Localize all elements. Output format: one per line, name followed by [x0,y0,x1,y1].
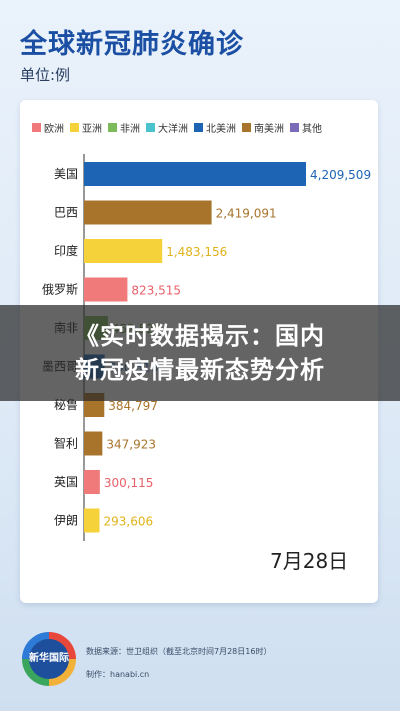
legend-item: 大洋洲 [146,120,188,135]
legend-label: 大洋洲 [158,124,188,135]
category-label: 巴西 [54,206,78,220]
logo-text: 新华国际 [29,639,69,679]
legend-label: 亚洲 [82,124,102,135]
legend-swatch [290,123,299,132]
bar-3 [84,277,128,302]
legend-item: 亚洲 [70,120,102,135]
category-label: 秘鲁 [54,398,78,412]
made-by: 制作：hanabi.cn [86,670,150,679]
headline-line-1: 《实时数据揭示：国内 [75,322,325,350]
category-label: 英国 [54,475,78,489]
bar-8 [84,470,100,494]
unit-label: 单位:例 [20,66,71,84]
legend-label: 南美洲 [254,124,284,135]
category-label: 美国 [54,167,78,181]
value-label: 823,515 [131,284,181,298]
category-label: 智利 [54,436,78,451]
legend-item: 欧洲 [32,120,64,135]
category-label: 俄罗斯 [42,283,78,297]
category-label: 印度 [54,243,78,258]
bar-1 [84,200,212,225]
bar-9 [84,508,100,533]
legend-swatch [70,123,79,132]
legend-item: 非洲 [108,120,140,135]
legend-label: 北美洲 [206,124,236,135]
page-title: 全球新冠肺炎确诊 [20,29,244,60]
legend-label: 欧洲 [44,124,64,135]
bar-7 [84,431,103,456]
legend-swatch [242,123,251,132]
legend-swatch [108,123,117,132]
legend-item: 南美洲 [242,120,284,135]
legend-item: 北美洲 [194,120,236,135]
xinhua-logo: 新华国际 [22,632,76,686]
data-source: 数据来源：世卫组织（截至北京时间7月28日16时） [86,647,272,656]
headline-line-2: 新冠疫情最新态势分析 [75,356,325,384]
bar-2 [84,239,163,263]
value-label: 300,115 [104,476,154,490]
value-label: 2,419,091 [216,207,277,221]
bar-0 [84,162,306,186]
legend-swatch [32,123,41,132]
legend-label: 非洲 [120,124,140,135]
legend-label: 其他 [302,124,322,135]
value-label: 1,483,156 [166,245,227,259]
footer: 新华国际 数据来源：世卫组织（截至北京时间7月28日16时） 制作：hanabi… [0,612,400,711]
value-label: 347,923 [106,438,156,452]
headline-overlay: 《实时数据揭示：国内 新冠疫情最新态势分析 [0,305,400,401]
category-label: 伊朗 [54,514,78,528]
legend: 欧洲 亚洲 非洲 大洋洲 北美洲 南美洲 其他 [32,120,322,135]
legend-swatch [194,123,203,132]
value-label: 384,797 [108,399,158,413]
legend-item: 其他 [290,120,322,135]
legend-swatch [146,123,155,132]
value-label: 293,606 [103,515,153,529]
date-label: 7月28日 [270,549,349,573]
value-label: 4,209,509 [310,168,371,182]
